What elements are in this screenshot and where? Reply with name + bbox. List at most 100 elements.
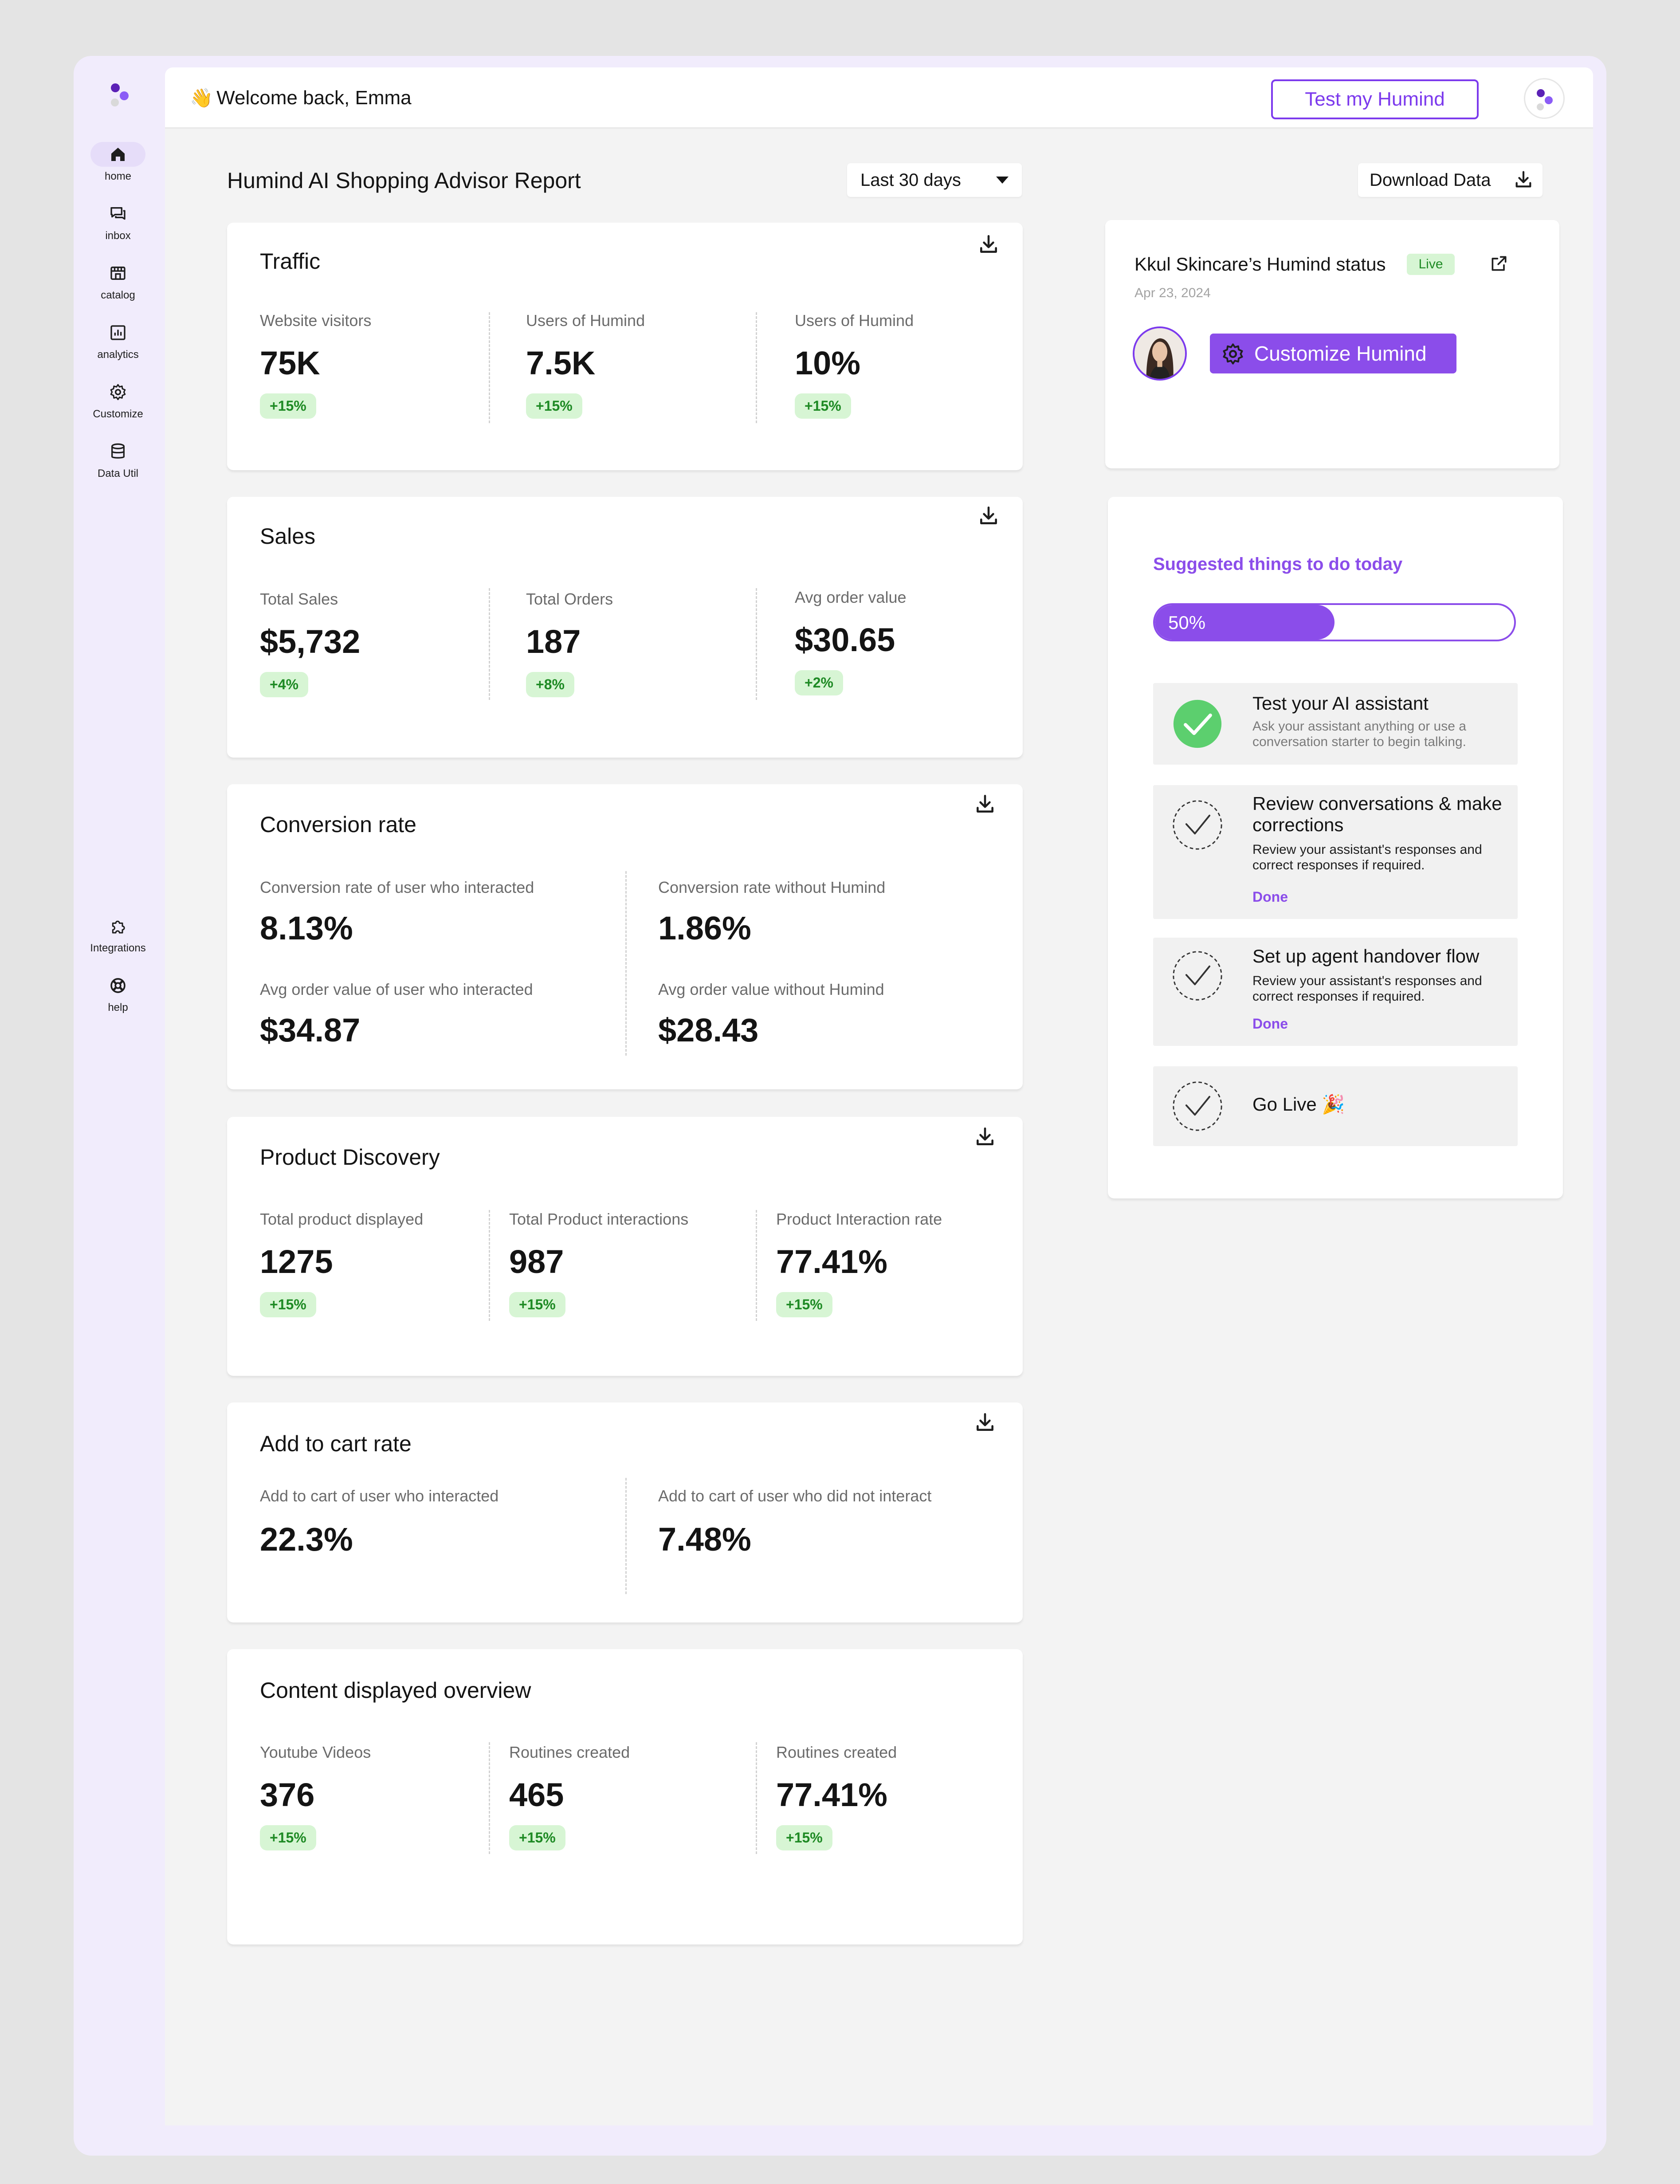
metric-label: Product Interaction rate [776,1210,942,1228]
metric-users-of-humind: Users of Humind 7.5K +15% [526,311,645,419]
caret-down-icon [996,177,1009,184]
metric-routines-created: Routines created 465 +15% [509,1743,630,1850]
metric-value: 8.13% [260,910,353,947]
metric-label: Avg order value of user who interacted [260,980,533,998]
sidebar-item-label: Data Util [97,467,139,479]
task-title: Test your AI assistant [1252,693,1429,714]
change-badge: +4% [260,672,308,697]
sidebar-item-analytics[interactable]: analytics [87,312,149,366]
sidebar-item-customize[interactable]: Customize [87,372,149,426]
download-icon[interactable] [974,793,996,815]
metric-value: 10% [795,345,861,381]
progress-fill [1155,605,1335,640]
metric-label: Avg order value [795,588,907,606]
metric-value: 7.48% [658,1521,751,1558]
date-range-select[interactable]: Last 30 days [847,163,1022,197]
task-agent-handover[interactable]: Set up agent handover flow Review your a… [1153,938,1518,1046]
task-go-live[interactable]: Go Live 🎉 [1153,1066,1518,1146]
metric-label: Total Product interactions [509,1210,689,1228]
download-icon[interactable] [974,1411,996,1434]
sidebar-item-label: catalog [101,289,135,301]
metric-value: 75K [260,345,320,381]
humind-logo[interactable] [107,78,132,109]
sidebar-item-label: analytics [97,349,139,361]
traffic-card: Traffic Website visitors 75K +15% Users … [227,223,1023,470]
divider [625,1478,627,1594]
app-frame: home inbox catalog analytics Customize [74,56,1606,2156]
metric-routines-rate: Routines created 77.41% +15% [776,1743,897,1850]
test-humind-button[interactable]: Test my Humind [1271,79,1479,119]
customize-humind-button[interactable]: Customize Humind [1210,334,1456,373]
metric-value: 77.41% [776,1243,887,1280]
change-badge: +2% [795,670,843,695]
content-overview-card: Content displayed overview Youtube Video… [227,1649,1023,1944]
divider [756,312,757,423]
customize-label: Customize Humind [1254,342,1427,365]
card-title: Conversion rate [260,812,416,837]
download-icon[interactable] [977,505,1000,527]
change-badge: +15% [509,1825,565,1850]
puzzle-icon [105,914,131,939]
account-avatar[interactable] [1524,78,1565,119]
progress-bar: 50% [1153,603,1516,641]
metric-label: Total product displayed [260,1210,424,1228]
change-badge: +15% [526,393,582,419]
sidebar-item-data-util[interactable]: Data Util [87,431,149,485]
sidebar: home inbox catalog analytics Customize [74,56,162,2156]
metric-aov-interacted: Avg order value of user who interacted $… [260,980,533,1049]
metric-label: Add to cart of user who interacted [260,1487,499,1505]
lifebuoy-icon [105,973,131,998]
task-test-assistant[interactable]: Test your AI assistant Ask your assistan… [1153,683,1518,765]
task-done-link[interactable]: Done [1252,1016,1288,1032]
divider [756,588,757,700]
task-review-conversations[interactable]: Review conversations & make corrections … [1153,785,1518,919]
metric-value: 465 [509,1776,564,1813]
metric-youtube-videos: Youtube Videos 376 +15% [260,1743,371,1850]
download-data-button[interactable]: Download Data [1358,163,1543,197]
database-icon [105,439,131,464]
download-icon[interactable] [977,233,1000,255]
metric-value: $30.65 [795,621,895,658]
metric-total-sales: Total Sales $5,732 +4% [260,590,360,697]
main-content: 👋 Welcome back, Emma Test my Humind Humi… [165,67,1593,2125]
sales-card: Sales Total Sales $5,732 +4% Total Order… [227,497,1023,758]
card-title: Traffic [260,249,321,274]
metric-value: 77.41% [776,1776,887,1813]
sidebar-item-label: inbox [105,230,131,242]
welcome-message: 👋 Welcome back, Emma [190,87,412,109]
status-title: Kkul Skincare’s Humind status [1134,254,1386,275]
sidebar-item-help[interactable]: help [87,965,149,1019]
sidebar-item-home[interactable]: home [87,134,149,188]
metric-label: Youtube Videos [260,1743,371,1761]
sidebar-item-inbox[interactable]: inbox [87,193,149,247]
metric-label: Routines created [776,1743,897,1761]
check-pending-icon [1173,951,1222,1001]
divider [756,1210,757,1321]
conversion-card: Conversion rate Conversion rate of user … [227,784,1023,1089]
metric-value: 376 [260,1776,315,1813]
download-icon[interactable] [974,1126,996,1148]
task-description: Ask your assistant anything or use a con… [1252,719,1466,749]
metric-label: Add to cart of user who did not interact [658,1487,932,1505]
task-done-link[interactable]: Done [1252,889,1288,905]
metric-value: 187 [526,623,581,660]
analytics-icon [105,320,131,345]
metric-value: $28.43 [658,1012,759,1049]
sidebar-item-catalog[interactable]: catalog [87,253,149,307]
metric-interaction-rate: Product Interaction rate 77.41% +15% [776,1210,942,1317]
check-pending-icon [1173,1081,1222,1131]
sidebar-item-integrations[interactable]: Integrations [87,906,149,960]
metric-cart-not-interacted: Add to cart of user who did not interact… [658,1487,931,1558]
metric-label: Total Sales [260,590,338,608]
card-title: Add to cart rate [260,1431,412,1456]
sidebar-item-label: home [104,170,132,182]
metric-product-interactions: Total Product interactions 987 +15% [509,1210,688,1317]
external-link-icon[interactable] [1489,254,1509,273]
metric-value: $34.87 [260,1012,361,1049]
change-badge: +15% [509,1292,565,1317]
divider [756,1742,757,1854]
metric-value: 987 [509,1243,564,1280]
metric-avg-order-value: Avg order value $30.65 +2% [795,588,907,695]
divider [489,312,490,423]
change-badge: +15% [260,1825,316,1850]
